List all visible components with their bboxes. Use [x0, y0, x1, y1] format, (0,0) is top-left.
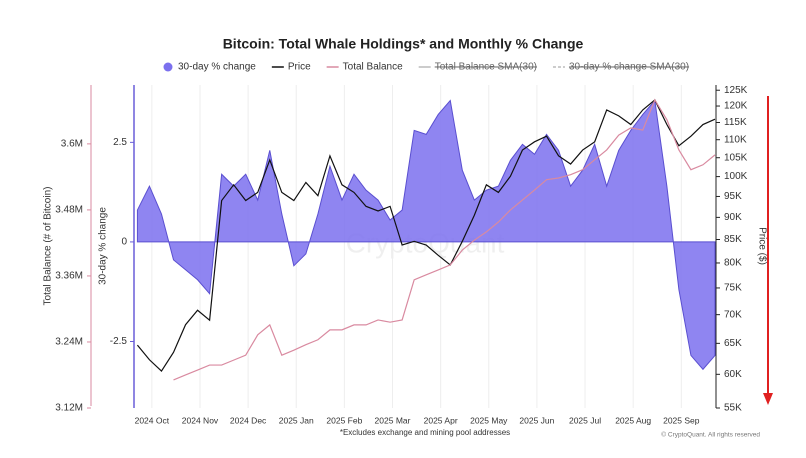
y2-tick-label: 100K [724, 171, 748, 182]
x-tick-label: 2025 Jun [519, 415, 554, 425]
legend-label: Total Balance SMA(30) [435, 62, 537, 73]
y-axis-label: 30-day % change [98, 207, 109, 285]
line [173, 98, 716, 381]
y2-tick-label: 55K [724, 403, 742, 414]
legend-swatch [163, 62, 173, 72]
annotation-arrow-head [763, 393, 773, 405]
y3-tick-label: 3.6M [61, 139, 83, 150]
legend-label: 30-day % change [178, 62, 256, 73]
x-tick-label: 2025 Mar [375, 415, 411, 425]
area [136, 99, 716, 371]
x-tick-label: 2025 Sep [663, 415, 700, 425]
y3-tick-label: 3.36M [55, 271, 83, 282]
y3-tick-label: 3.24M [55, 337, 83, 348]
y2-tick-label: 65K [724, 338, 742, 349]
x-tick-label: 2025 Aug [615, 415, 651, 425]
credit: © CryptoQuant. All rights reserved [661, 431, 760, 439]
y2-tick-label: 80K [724, 258, 742, 269]
y-tick-label: 2.5 [113, 137, 127, 148]
chart-title: Bitcoin: Total Whale Holdings* and Month… [223, 36, 584, 52]
x-tick-label: 2025 Jan [279, 415, 314, 425]
x-tick-label: 2024 Dec [230, 415, 267, 425]
legend-label: Price [288, 62, 311, 73]
y2-tick-label: 125K [724, 85, 748, 96]
y-tick-label: 0 [121, 237, 127, 248]
x-tick-label: 2025 Feb [326, 415, 362, 425]
y2-tick-label: 110K [724, 134, 747, 145]
y2-tick-label: 95K [724, 191, 742, 202]
x-tick-label: 2024 Oct [135, 415, 170, 425]
legend-label: Total Balance [343, 62, 403, 73]
y2-axis-label: Price ($) [756, 227, 767, 265]
y2-tick-label: 75K [724, 283, 742, 294]
y2-tick-label: 115K [724, 117, 747, 128]
line [136, 99, 716, 373]
y2-tick-label: 60K [724, 369, 742, 380]
x-tick-label: 2024 Nov [182, 415, 219, 425]
y2-tick-label: 120K [724, 101, 748, 112]
y3-axis-label: Total Balance (# of Bitcoin) [43, 187, 54, 306]
y2-tick-label: 85K [724, 234, 742, 245]
x-tick-label: 2025 Jul [569, 415, 601, 425]
legend-label: 30-day % change SMA(30) [569, 62, 689, 73]
x-tick-label: 2025 May [470, 415, 508, 425]
y2-tick-label: 105K [724, 152, 748, 163]
y2-tick-label: 70K [724, 309, 742, 320]
y3-tick-label: 3.12M [55, 403, 83, 414]
footnote: *Excludes exchange and mining pool addre… [340, 428, 510, 437]
y3-tick-label: 3.48M [55, 205, 83, 216]
y-tick-label: -2.5 [110, 336, 128, 347]
x-tick-label: 2025 Apr [424, 415, 458, 425]
y2-tick-label: 90K [724, 212, 742, 223]
